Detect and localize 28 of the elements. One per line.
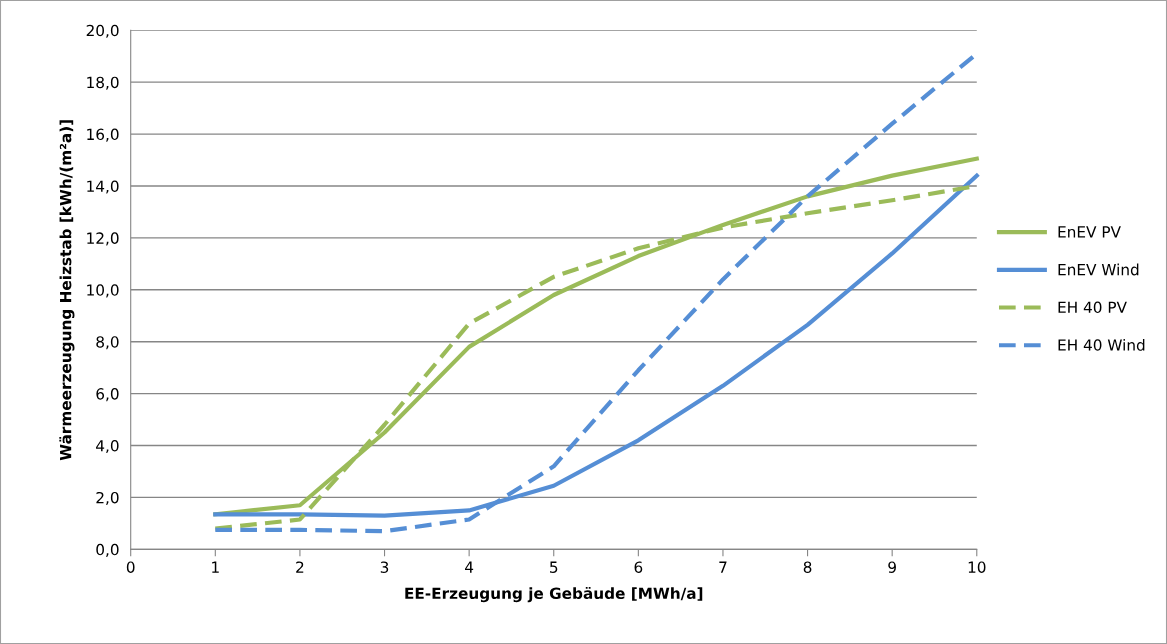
legend-label: EH 40 PV xyxy=(1058,301,1127,314)
x-tick-label: 3 xyxy=(380,561,389,573)
legend-label: EnEV PV xyxy=(1058,226,1121,238)
x-tick-label: 8 xyxy=(803,561,812,573)
x-tick-label: 6 xyxy=(634,561,643,573)
y-axis-title: Wärmeerzeugung Heizstab [kWh/(m²a)] xyxy=(59,120,75,461)
y-tick-label: 16,0 xyxy=(87,128,119,142)
x-tick-label: 10 xyxy=(968,561,986,573)
x-tick-label: 1 xyxy=(212,561,219,573)
x-tick-label: 7 xyxy=(719,561,727,573)
legend-label: EnEV Wind xyxy=(1058,263,1139,276)
y-tick-label: 12,0 xyxy=(87,232,119,246)
x-axis-title: EE-Erzeugung je Gebäude [MWh/a] xyxy=(405,587,703,603)
y-tick-label: 0,0 xyxy=(96,543,119,557)
y-tick-label: 2,0 xyxy=(96,491,119,506)
x-tick-label: 0 xyxy=(126,561,135,573)
x-tick-label: 4 xyxy=(465,561,474,573)
x-tick-label: 9 xyxy=(888,561,896,573)
y-tick-label: 20,0 xyxy=(86,24,119,38)
legend-label: EH 40 Wind xyxy=(1058,338,1145,351)
x-tick-label: 2 xyxy=(296,561,304,573)
y-tick-label: 8,0 xyxy=(96,336,119,350)
y-tick-label: 6,0 xyxy=(96,388,119,402)
y-tick-label: 4,0 xyxy=(96,439,119,454)
y-tick-label: 10,0 xyxy=(87,284,119,298)
x-tick-label: 5 xyxy=(550,561,558,573)
y-tick-label: 18,0 xyxy=(87,76,119,90)
y-tick-label: 14,0 xyxy=(87,180,119,194)
